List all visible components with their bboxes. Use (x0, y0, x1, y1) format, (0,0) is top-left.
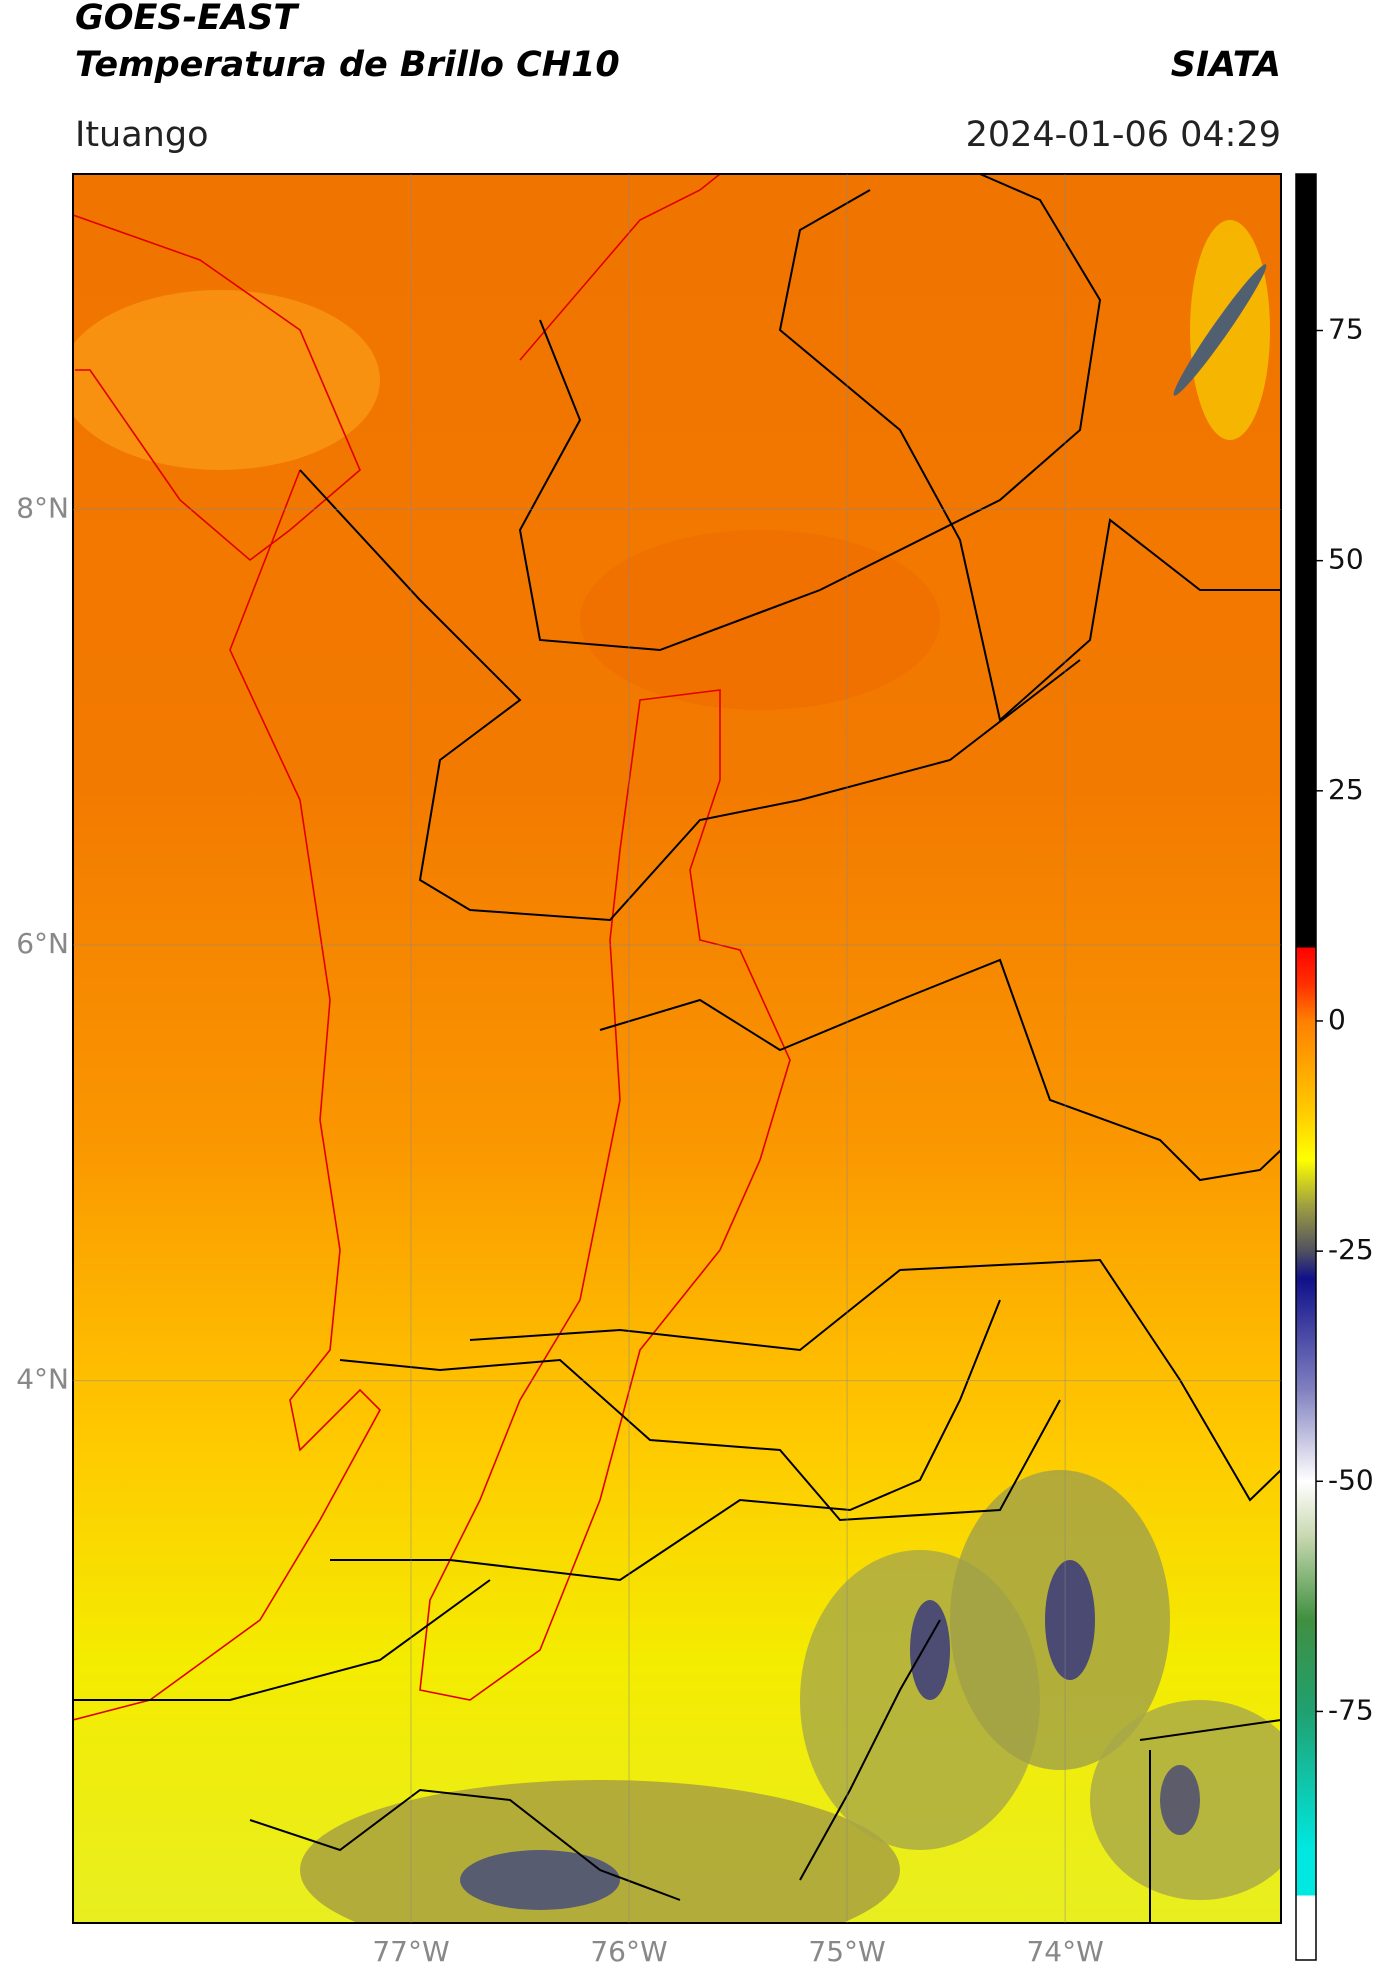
map-frame (72, 173, 1282, 1924)
colorbar-tick-label: -75 (1328, 1693, 1374, 1726)
lon-tick-label: 76°W (590, 1935, 667, 1968)
lat-tick-label: 4°N (16, 1363, 69, 1396)
colorbar-tick-label: -50 (1328, 1463, 1374, 1496)
colorbar-tick-label: -25 (1328, 1233, 1374, 1266)
colorbar-tick-label: 75 (1328, 313, 1364, 346)
lon-tick-label: 74°W (1026, 1935, 1103, 1968)
colorbar (1295, 173, 1317, 1961)
datetime: 2024-01-06 04:29 (966, 115, 1281, 155)
satellite-image (73, 174, 1281, 1923)
lat-tick-label: 6°N (16, 927, 69, 960)
title: GOES-EAST (75, 0, 300, 38)
location: Ituango (75, 115, 209, 155)
lat-tick-label: 8°N (16, 491, 69, 524)
subtitle: Temperatura de Brillo CH10 (75, 45, 620, 85)
colorbar-tick-label: 50 (1328, 543, 1364, 576)
lon-tick-label: 77°W (372, 1935, 449, 1968)
colorbar-tick-label: 0 (1328, 1003, 1346, 1036)
brand: SIATA (1171, 45, 1281, 85)
colorbar-tick-label: 25 (1328, 773, 1364, 806)
lon-tick-label: 75°W (808, 1935, 885, 1968)
